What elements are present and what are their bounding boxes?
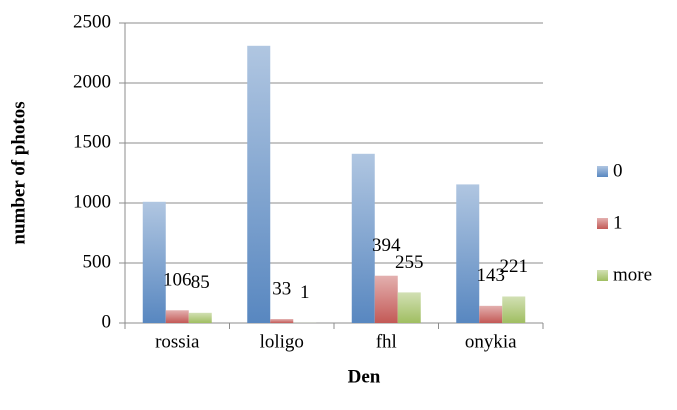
- bar: [247, 45, 271, 324]
- bar: [270, 319, 294, 323]
- data-label: 106: [163, 270, 192, 291]
- bar: [502, 296, 526, 323]
- bar: [165, 310, 189, 323]
- data-label: 85: [191, 272, 210, 293]
- bar: [479, 305, 503, 323]
- y-tick-label: 2000: [73, 71, 111, 92]
- legend-label: 0: [613, 160, 623, 181]
- y-tick-label: 0: [102, 311, 112, 332]
- y-axis-title: number of photos: [8, 101, 29, 244]
- legend-swatch: [597, 166, 608, 177]
- x-tick-label: rossia: [155, 331, 200, 352]
- bar: [351, 153, 375, 323]
- data-label: 394: [372, 235, 401, 256]
- data-label: 255: [395, 252, 424, 273]
- data-label: 1: [300, 282, 310, 303]
- x-tick-label: loligo: [260, 331, 304, 352]
- bar: [397, 292, 421, 323]
- bar: [456, 184, 480, 323]
- data-label: 221: [500, 256, 529, 277]
- data-label: 143: [477, 265, 506, 286]
- legend-swatch: [597, 218, 608, 229]
- y-tick-label: 1500: [73, 131, 111, 152]
- legend-swatch: [597, 270, 608, 281]
- y-tick-label: 2500: [73, 11, 111, 32]
- legend-label: more: [613, 264, 652, 285]
- y-tick-label: 1000: [73, 191, 111, 212]
- data-label: 33: [272, 278, 291, 299]
- bar: [188, 312, 212, 323]
- y-tick-label: 500: [83, 251, 112, 272]
- x-tick-label: onykia: [465, 331, 517, 352]
- x-tick-label: fhl: [376, 331, 397, 352]
- bar: [142, 201, 166, 323]
- x-axis-title: Den: [348, 366, 381, 387]
- bar: [374, 275, 398, 323]
- legend-label: 1: [613, 212, 623, 233]
